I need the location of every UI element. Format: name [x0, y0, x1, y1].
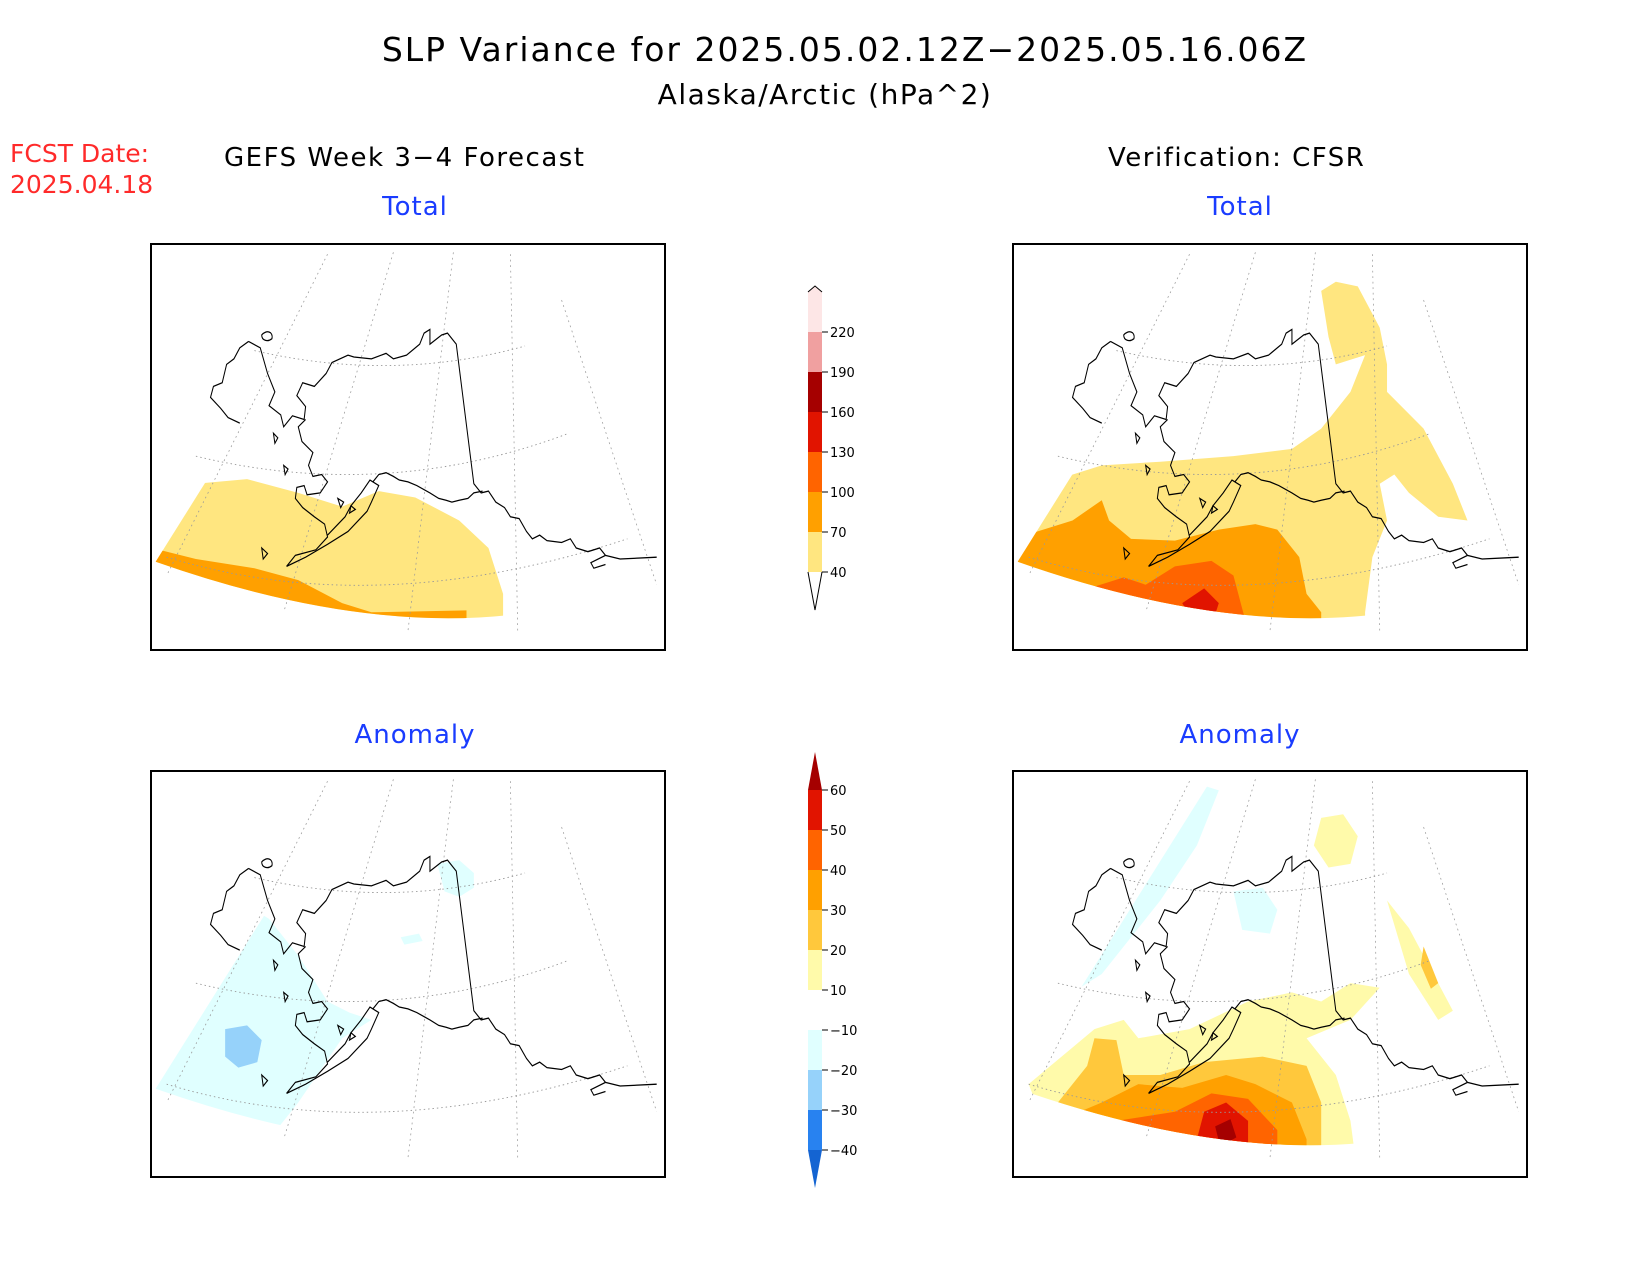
anomaly-colorbar-box-2 — [808, 830, 822, 870]
contour-neg10-neg20-north — [1233, 887, 1278, 934]
anomaly-colorbar-top-triangle — [808, 752, 822, 790]
total-colorbar-box-0 — [808, 532, 822, 572]
total-colorbar-box-2 — [808, 452, 822, 492]
anomaly-colorbar-label-5: 10 — [830, 984, 847, 999]
fcst-date-label: FCST Date: — [10, 139, 150, 168]
total-colorbar-box-5 — [808, 332, 822, 372]
map-gefs-total — [150, 243, 666, 651]
anomaly-colorbar-bottom-triangle — [808, 1150, 822, 1188]
anomaly-colorbar-box-6 — [808, 990, 822, 1030]
contour-neg10-neg20-mid — [400, 933, 423, 945]
anomaly-colorbar-label-0: 60 — [830, 784, 847, 799]
anomaly-colorbar-label-6: −10 — [830, 1024, 857, 1039]
right-column-title: Verification: CFSR — [1108, 143, 1366, 173]
contour-neg20-neg30 — [225, 1025, 262, 1068]
anomaly-colorbar-label-7: −20 — [830, 1064, 857, 1079]
panel-label-bottom-right: Anomaly — [1179, 720, 1301, 750]
anomaly-colorbar-label-3: 30 — [830, 904, 847, 919]
contour-50-60-west — [1094, 1142, 1117, 1146]
fcst-date: FCST Date: 2025.04.18 — [10, 138, 153, 200]
left-column-title: GEFS Week 3−4 Forecast — [224, 143, 586, 173]
contour-20-30-east — [1420, 946, 1439, 989]
total-colorbar-box-4 — [808, 372, 822, 412]
map-gefs-anomaly — [150, 770, 666, 1178]
total-colorbar-bottom-tip — [807, 571, 823, 611]
contour-40-70 — [155, 479, 504, 619]
total-colorbar-top-tip — [807, 285, 823, 293]
fcst-date-value: 2025.04.18 — [10, 170, 154, 199]
map-cfsr-total — [1012, 243, 1528, 651]
anomaly-colorbar-label-2: 40 — [830, 864, 847, 879]
total-colorbar-label-5: 190 — [830, 366, 855, 381]
total-colorbar-label-6: 220 — [830, 326, 855, 341]
anomaly-colorbar-box-4 — [808, 910, 822, 950]
anomaly-colorbar-box-5 — [808, 950, 822, 990]
map-cfsr-anomaly — [1012, 770, 1528, 1178]
total-colorbar-label-4: 160 — [830, 406, 855, 421]
anomaly-colorbar-label-1: 50 — [830, 824, 847, 839]
panel-label-top-right: Total — [1207, 192, 1273, 222]
map-cfsr-total-svg — [1017, 251, 1520, 632]
main-subtitle: Alaska/Arctic (hPa^2) — [657, 78, 993, 111]
panel-label-bottom-left: Anomaly — [354, 720, 476, 750]
map-gefs-anomaly-svg — [155, 778, 658, 1159]
anomaly-colorbar-label-8: −30 — [830, 1104, 857, 1119]
anomaly-colorbar-box-9 — [808, 1110, 822, 1150]
anomaly-colorbar-label-4: 20 — [830, 944, 847, 959]
contour-neg10-neg20 — [1043, 781, 1219, 1011]
total-colorbar-label-0: 40 — [830, 566, 847, 581]
total-colorbar-label-2: 100 — [830, 486, 855, 501]
main-title: SLP Variance for 2025.05.02.12Z−2025.05.… — [381, 30, 1309, 69]
anomaly-colorbar: 60 50 40 30 20 10 −10 −20 −30 −40 — [808, 752, 857, 1188]
total-colorbar: 40 70 100 130 160 190 220 — [807, 285, 855, 611]
total-colorbar-label-3: 130 — [830, 446, 855, 461]
contour-10-20-north — [1313, 814, 1358, 868]
map-gefs-total-svg — [155, 251, 658, 632]
total-colorbar-box-1 — [808, 492, 822, 532]
anomaly-colorbar-box-8 — [808, 1070, 822, 1110]
anomaly-colorbar-box-7 — [808, 1030, 822, 1070]
total-colorbar-box-3 — [808, 412, 822, 452]
anomaly-colorbar-box-1 — [808, 790, 822, 830]
anomaly-colorbar-label-9: −40 — [830, 1144, 857, 1159]
total-colorbar-label-1: 70 — [830, 526, 847, 541]
total-colorbar-box-6 — [808, 292, 822, 332]
contour-130-160 — [1182, 588, 1219, 619]
panel-label-top-left: Total — [382, 192, 448, 222]
contour-neg10-neg20-north — [437, 860, 474, 897]
map-cfsr-anomaly-svg — [1028, 778, 1520, 1159]
contour-10-20-east — [1387, 900, 1453, 1020]
anomaly-colorbar-box-3 — [808, 870, 822, 910]
